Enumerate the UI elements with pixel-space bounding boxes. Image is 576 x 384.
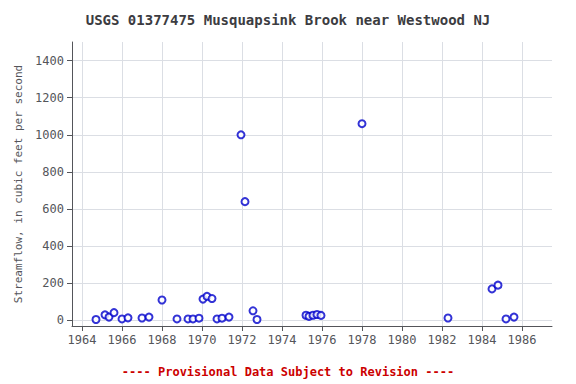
svg-text:1000: 1000 [35,128,64,142]
svg-text:200: 200 [42,276,64,290]
svg-text:1980: 1980 [388,333,417,347]
svg-text:1982: 1982 [428,333,457,347]
svg-text:1978: 1978 [348,333,377,347]
svg-text:1400: 1400 [35,54,64,68]
svg-text:1964: 1964 [68,333,97,347]
svg-text:1970: 1970 [188,333,217,347]
svg-text:1974: 1974 [268,333,297,347]
svg-text:800: 800 [42,165,64,179]
svg-text:1976: 1976 [308,333,337,347]
svg-text:1200: 1200 [35,91,64,105]
svg-text:1986: 1986 [508,333,537,347]
svg-text:0: 0 [57,313,64,327]
svg-text:1984: 1984 [468,333,497,347]
svg-text:600: 600 [42,202,64,216]
svg-text:1972: 1972 [228,333,257,347]
svg-text:---- Provisional Data Subject: ---- Provisional Data Subject to Revisio… [122,365,454,379]
svg-text:400: 400 [42,239,64,253]
svg-text:Streamflow, in cubic feet per: Streamflow, in cubic feet per second [12,65,25,303]
svg-text:USGS 01377475 Musquapsink Broo: USGS 01377475 Musquapsink Brook near Wes… [86,12,491,28]
svg-text:1966: 1966 [108,333,137,347]
svg-text:1968: 1968 [148,333,177,347]
